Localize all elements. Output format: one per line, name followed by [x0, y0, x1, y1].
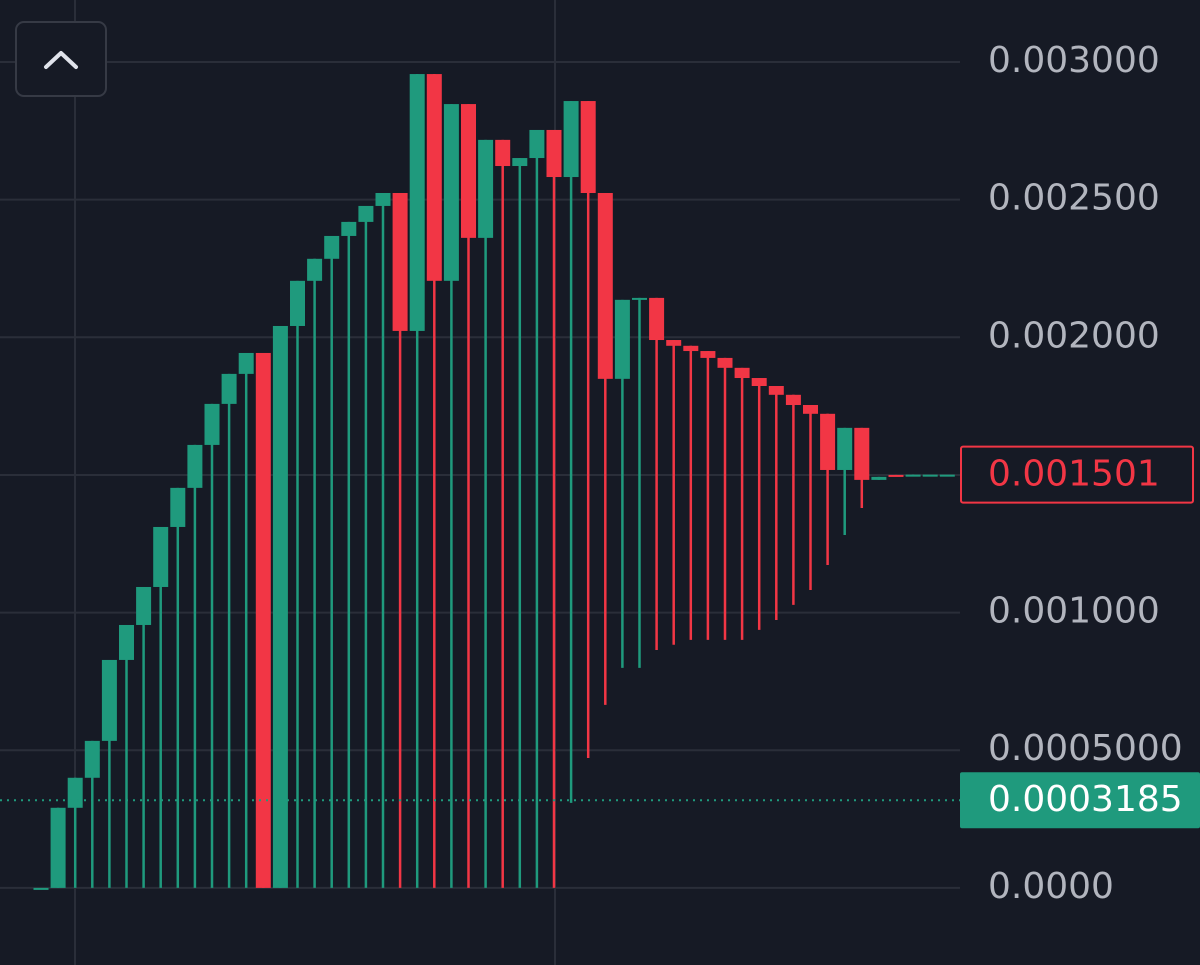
- candles: [33, 74, 955, 890]
- candle-body: [939, 474, 955, 477]
- candle-body: [632, 297, 647, 300]
- candle-body: [272, 325, 288, 888]
- y-tick-label: 0.003000: [988, 40, 1160, 81]
- candle-body: [204, 403, 220, 445]
- price-label: 0.0003185: [988, 779, 1183, 820]
- candle-body: [512, 158, 528, 167]
- candle-body: [358, 205, 374, 222]
- candle-body: [187, 444, 203, 488]
- y-tick-label: 0.0005000: [988, 728, 1183, 769]
- candle-body: [700, 351, 716, 358]
- candle-body: [324, 235, 340, 259]
- candle-body: [341, 221, 357, 236]
- candle-body: [375, 193, 391, 206]
- candle-body: [649, 297, 665, 341]
- candle-body: [717, 357, 733, 368]
- candle-body: [922, 474, 938, 477]
- candle-body: [820, 413, 836, 470]
- candle-body: [905, 474, 921, 477]
- candle-body: [785, 394, 801, 405]
- price-label: 0.001501: [988, 454, 1160, 495]
- candle-body: [683, 345, 699, 352]
- y-tick-label: 0.001000: [988, 591, 1160, 632]
- candle-body: [238, 352, 254, 374]
- y-tick-label: 0.0000: [988, 866, 1114, 907]
- candle-body: [529, 129, 545, 159]
- candle-body: [67, 777, 83, 808]
- candle-body: [837, 427, 853, 470]
- candle-body: [443, 104, 459, 281]
- candle-body: [666, 340, 682, 346]
- candle-body: [751, 378, 767, 386]
- button-frame[interactable]: [15, 21, 107, 97]
- candle-body: [50, 807, 66, 888]
- candle-body: [119, 624, 134, 660]
- candle-body: [734, 367, 750, 379]
- candle-body: [101, 659, 117, 741]
- candle-body: [803, 404, 818, 414]
- candle-body: [888, 474, 904, 477]
- candle-body: [221, 373, 237, 404]
- candle-body: [871, 476, 887, 480]
- candle-body: [478, 139, 494, 238]
- candle-body: [426, 74, 442, 281]
- collapse-button[interactable]: [15, 21, 107, 97]
- candle-body: [768, 386, 784, 395]
- candle-body: [136, 586, 152, 625]
- candle-body: [854, 427, 870, 480]
- candle-body: [170, 487, 186, 527]
- candle-body: [33, 887, 49, 890]
- price-label-box: [960, 772, 1200, 829]
- candle-body: [392, 193, 408, 331]
- candle-body: [153, 526, 169, 587]
- candle-body: [84, 740, 100, 778]
- candle-body: [597, 193, 613, 379]
- chevron-up-icon[interactable]: [44, 51, 78, 69]
- candle-body: [546, 129, 562, 178]
- axis-labels: 0.0000 0.0005000 0.001000 0.002000 0.002500 0…: [0, 40, 1200, 907]
- candle-body: [495, 139, 511, 167]
- candle-body: [255, 352, 271, 888]
- candle-body: [580, 101, 596, 193]
- candle-body: [307, 258, 323, 281]
- price-label-box: [960, 445, 1194, 504]
- candle-body: [290, 280, 305, 326]
- y-tick-label: 0.002500: [988, 178, 1160, 219]
- candle-body: [614, 299, 630, 379]
- candle-body: [409, 74, 425, 331]
- candle-body: [461, 104, 476, 238]
- candle-body: [563, 101, 579, 178]
- y-tick-label: 0.002000: [988, 315, 1160, 356]
